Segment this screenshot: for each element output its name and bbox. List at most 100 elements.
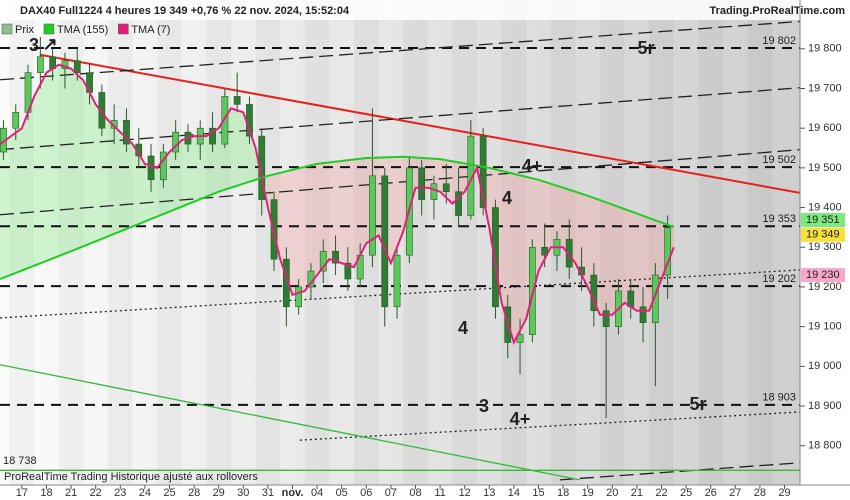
wave-annotation: 3 [479,396,489,416]
x-tick-label: 12 [459,487,471,499]
candle-body [393,254,401,308]
trend-line [299,411,800,441]
candle-body [565,239,573,268]
x-tick-label: 20 [606,487,618,499]
last-value-label: 19 230 [806,269,840,281]
candle-body [664,227,672,276]
x-tick-label: 21 [631,487,643,499]
tma-fill [0,64,268,280]
candle-body [602,310,610,327]
trend-line [0,87,800,151]
chart-title: DAX40 Full1224 4 heures 19 349 +0,76 % 2… [20,5,350,17]
trend-line [559,462,800,481]
day-band [206,0,231,485]
y-tick-label: 19 500 [808,162,842,174]
x-tick-label: 04 [311,487,323,499]
trend-line [0,20,800,81]
candle-body [344,262,352,280]
candle-body [430,183,438,200]
x-tick-label: 11 [434,487,445,499]
y-tick-label: 19 400 [808,201,842,213]
candle-body [36,56,44,73]
trend-line [0,364,580,481]
x-tick-label: 28 [754,487,766,499]
candle-body [381,175,389,308]
x-tick-label: 13 [483,487,495,499]
y-tick-label: 18 800 [808,440,842,452]
wave-annotation: 4+ [522,156,543,176]
support-label: 18 738 [3,455,37,467]
candle-body [479,135,487,208]
x-tick-label: 23 [114,487,126,499]
last-value-label: 19 349 [806,229,840,241]
legend-label: TMA (155) [57,24,108,36]
title-band [0,0,850,20]
wave-annotation: 4 [502,188,512,208]
source: Trading.ProRealTime.com [709,5,845,17]
x-tick-label: 22 [655,487,667,499]
tma-line [0,155,675,280]
candle-body [332,250,339,264]
x-tick-label: 25 [680,487,692,499]
x-tick-label: 26 [705,487,717,499]
day-band [157,0,182,485]
y-tick-label: 19 600 [808,122,842,134]
x-tick-label: 21 [65,487,77,499]
tma-line [0,63,675,346]
candle-body [295,286,303,308]
y-tick-label: 19 700 [808,82,842,94]
candle-body [221,96,229,145]
x-tick-label: nov. [282,487,304,499]
y-tick-label: 19 200 [808,281,842,293]
y-tick-label: 18 900 [808,400,842,412]
candle-body [442,183,450,192]
x-tick-label: 28 [188,487,200,499]
legend-swatch [1,23,13,35]
candle-body [639,306,647,323]
wave-annotation: 3 [29,35,39,55]
candle-body [233,96,241,105]
x-tick-label: 19 [582,487,594,499]
x-tick-label: 31 [262,487,274,499]
candle-body [651,274,659,323]
x-tick-label: 06 [360,487,372,499]
last-value-box [801,227,845,242]
wave-annotation: 4+ [510,409,531,429]
candle-body [159,151,167,181]
candle-body [418,167,426,200]
candle-body [123,119,130,145]
candle-body [147,155,155,181]
x-tick-label: 29 [778,487,790,499]
candle-body [98,92,106,129]
x-tick-label: 08 [409,487,421,499]
day-band [748,0,773,485]
x-tick-label: 25 [163,487,175,499]
x-tick-label: 22 [90,487,102,499]
last-value-box [801,213,845,228]
x-tick-label: 17 [16,487,28,499]
x-tick-label: 30 [237,487,249,499]
trend-line [0,148,800,216]
legend-label: Prix [15,24,34,36]
x-tick-label: 07 [385,487,397,499]
candle-body [492,207,499,308]
candle-body [209,127,216,145]
footer: ProRealTime Trading Historique ajusté au… [4,471,258,483]
x-tick-label: 18 [557,487,569,499]
candle-body [319,250,327,272]
legend-swatch [118,23,129,35]
wave-annotation: ↗ [42,34,57,54]
level-label: 19 202 [762,273,796,285]
level-label: 19 802 [762,35,796,47]
y-tick-label: 19 100 [808,321,842,333]
level-label: 19 502 [762,154,796,166]
candle-body [455,191,462,216]
level-label: 19 353 [762,213,796,225]
x-tick-label: 24 [139,487,151,499]
wave-annotation: 5r [689,394,706,414]
day-band [108,0,133,485]
x-tick-label: 27 [729,487,741,499]
y-tick-label: 19 000 [808,360,842,372]
legend-swatch [43,23,55,35]
